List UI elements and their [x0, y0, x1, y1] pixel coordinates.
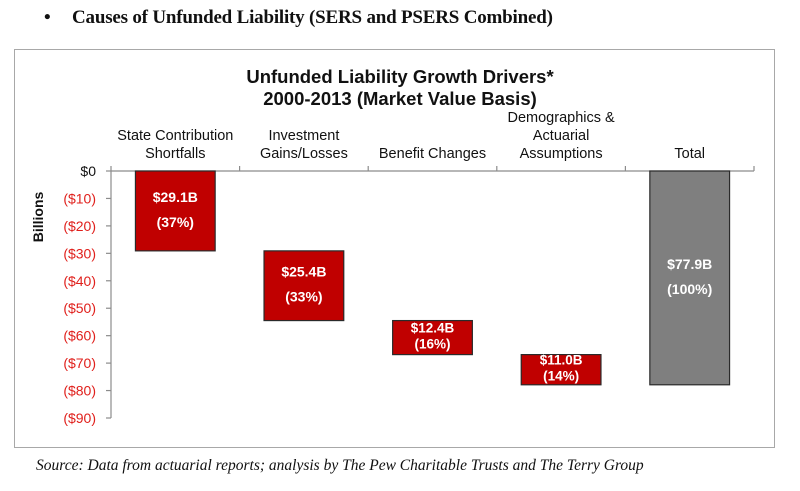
y-tick-label: ($40) [63, 273, 96, 289]
chart-title-line-2: 2000-2013 (Market Value Basis) [263, 88, 537, 109]
bar-percent-label: (16%) [414, 337, 450, 352]
category-label: Assumptions [520, 146, 603, 162]
category-label: Investment [268, 128, 339, 144]
y-tick-label: ($50) [63, 300, 96, 316]
bar-percent-label: (14%) [543, 369, 579, 384]
category-label: Shortfalls [145, 146, 205, 162]
category-label: Total [674, 146, 705, 162]
y-tick-label: ($10) [63, 190, 96, 206]
driver-bar [520, 354, 602, 386]
y-tick-label: ($90) [63, 410, 96, 426]
bar-value-label: $11.0B [540, 353, 583, 368]
category-label: Actuarial [533, 128, 589, 144]
driver-bar [134, 170, 216, 252]
y-tick-label: ($70) [63, 355, 96, 371]
bar-value-label: $12.4B [411, 321, 455, 336]
category-label: Benefit Changes [379, 146, 486, 162]
bullet-icon: • [44, 7, 51, 28]
chart-title-line-1: Unfunded Liability Growth Drivers* [246, 66, 554, 87]
bar-percent-label: (100%) [667, 281, 712, 297]
bar-percent-label: (33%) [285, 289, 322, 305]
heading-text: Causes of Unfunded Liability (SERS and P… [72, 7, 553, 28]
y-tick-label: ($30) [63, 245, 96, 261]
y-tick-label: ($60) [63, 328, 96, 344]
driver-bar [263, 250, 345, 322]
section-heading: • Causes of Unfunded Liability (SERS and … [44, 7, 553, 29]
bar-value-label: $77.9B [667, 256, 712, 272]
bar-value-label: $25.4B [281, 264, 326, 280]
source-note: Source: Data from actuarial reports; ana… [36, 457, 644, 474]
y-axis-label: Billions [30, 192, 46, 243]
total-bar [649, 170, 731, 386]
y-tick-label: ($20) [63, 218, 96, 234]
y-tick-label: ($80) [63, 383, 96, 399]
bar-percent-label: (37%) [157, 214, 194, 230]
category-label: Demographics & [508, 110, 616, 126]
driver-bar [392, 319, 473, 356]
category-label: State Contribution [117, 128, 233, 144]
bar-value-label: $29.1B [153, 189, 198, 205]
y-tick-label: $0 [80, 163, 96, 179]
category-label: Gains/Losses [260, 146, 348, 162]
